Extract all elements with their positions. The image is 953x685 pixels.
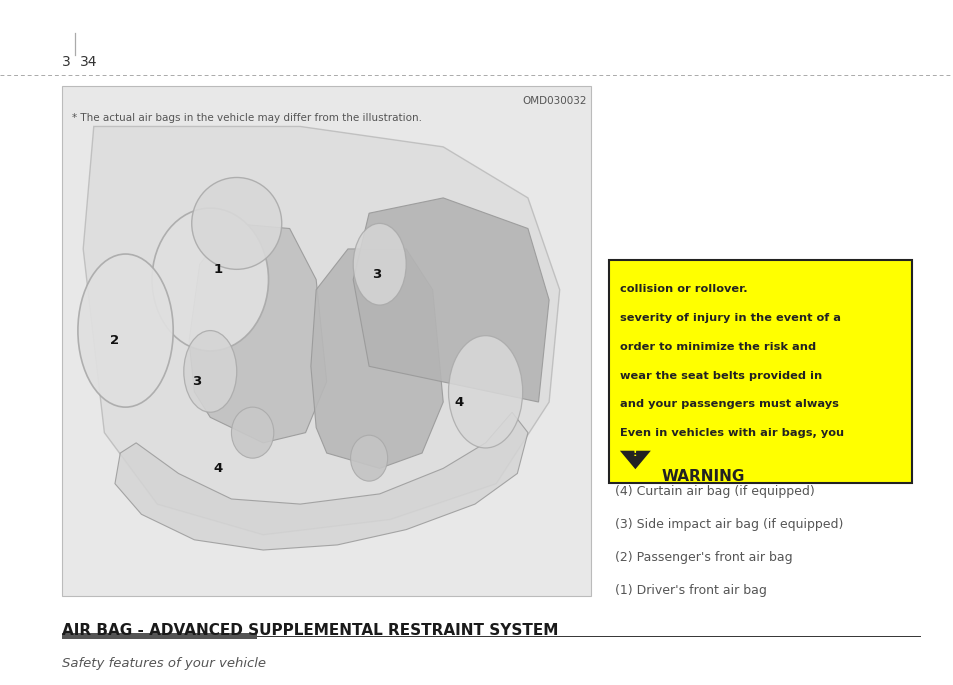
Text: (3) Side impact air bag (if equipped): (3) Side impact air bag (if equipped) — [615, 518, 842, 531]
Text: Even in vehicles with air bags, you: Even in vehicles with air bags, you — [619, 428, 843, 438]
Text: 1: 1 — [213, 263, 223, 276]
Text: collision or rollover.: collision or rollover. — [619, 284, 747, 295]
Text: and your passengers must always: and your passengers must always — [619, 399, 838, 410]
Text: 2: 2 — [111, 334, 119, 347]
Text: wear the seat belts provided in: wear the seat belts provided in — [619, 371, 821, 381]
Ellipse shape — [78, 254, 173, 407]
Ellipse shape — [152, 208, 268, 351]
Polygon shape — [353, 198, 549, 402]
Ellipse shape — [350, 435, 387, 481]
Text: 4: 4 — [213, 462, 223, 475]
Bar — [62, 633, 256, 639]
Text: OMD030032: OMD030032 — [521, 96, 586, 106]
Text: 3: 3 — [372, 268, 381, 281]
Text: (2) Passenger's front air bag: (2) Passenger's front air bag — [615, 551, 792, 564]
Text: (1) Driver's front air bag: (1) Driver's front air bag — [615, 584, 766, 597]
Text: 3: 3 — [193, 375, 201, 388]
Bar — [608, 260, 911, 483]
Text: 4: 4 — [454, 395, 463, 408]
Text: * The actual air bags in the vehicle may differ from the illustration.: * The actual air bags in the vehicle may… — [71, 113, 421, 123]
Polygon shape — [83, 127, 559, 535]
Ellipse shape — [192, 177, 281, 269]
Ellipse shape — [448, 336, 522, 448]
Polygon shape — [619, 451, 650, 469]
Text: !: ! — [633, 449, 637, 458]
Text: 3: 3 — [62, 55, 71, 69]
Text: order to minimize the risk and: order to minimize the risk and — [619, 342, 816, 352]
Bar — [62, 86, 591, 596]
Text: WARNING: WARNING — [660, 469, 743, 484]
Polygon shape — [311, 249, 443, 469]
Ellipse shape — [353, 223, 406, 305]
Text: AIR BAG - ADVANCED SUPPLEMENTAL RESTRAINT SYSTEM: AIR BAG - ADVANCED SUPPLEMENTAL RESTRAIN… — [62, 623, 558, 638]
Text: (4) Curtain air bag (if equipped): (4) Curtain air bag (if equipped) — [615, 485, 814, 498]
Polygon shape — [114, 412, 527, 550]
Text: 34: 34 — [80, 55, 97, 69]
Text: Safety features of your vehicle: Safety features of your vehicle — [62, 657, 266, 670]
Polygon shape — [189, 223, 326, 443]
Text: severity of injury in the event of a: severity of injury in the event of a — [619, 313, 841, 323]
Ellipse shape — [184, 331, 236, 412]
Ellipse shape — [232, 407, 274, 458]
